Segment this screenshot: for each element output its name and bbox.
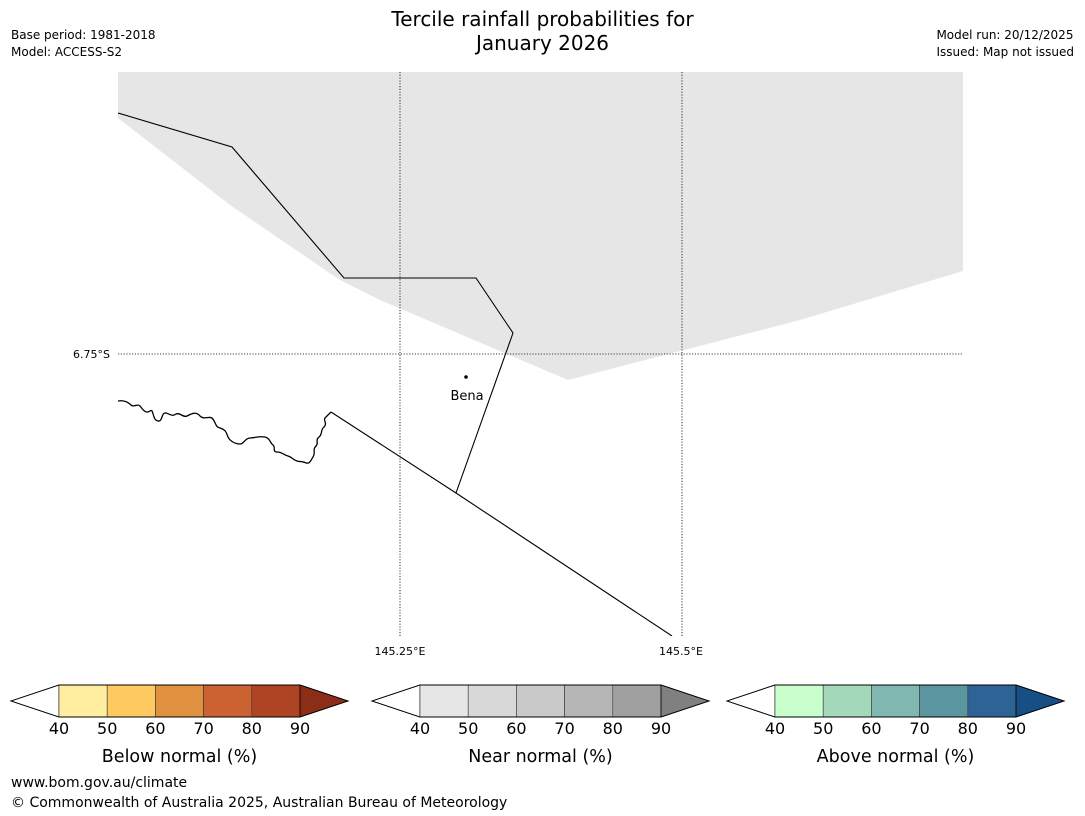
near-colorbar-max-extension xyxy=(660,684,711,718)
near-colorbar-label: Near normal (%) xyxy=(468,747,613,767)
header-left: Base period: 1981-2018 Model: ACCESS-S2 xyxy=(11,27,156,61)
title-line-1: Tercile rainfall probabilities for xyxy=(391,7,694,31)
above-colorbar-tick-label: 80 xyxy=(958,719,978,738)
above-colorbar-segment xyxy=(822,684,872,718)
near-colorbar-segment xyxy=(419,684,469,718)
river-line xyxy=(118,400,332,464)
model-run: Model run: 20/12/2025 xyxy=(936,28,1074,42)
below-colorbar-outline xyxy=(9,684,350,718)
below-colorbar-min-extension xyxy=(9,684,60,718)
near-colorbar-segment xyxy=(516,684,565,718)
below-colorbar-tick-label: 70 xyxy=(193,719,213,738)
region-boundary-north xyxy=(118,112,514,494)
near-colorbar-tick-label: 80 xyxy=(603,719,623,738)
below-colorbar-segment xyxy=(155,684,204,718)
above-colorbar-segment xyxy=(919,684,969,718)
probability-shading xyxy=(118,72,963,380)
footer-copyright: © Commonwealth of Australia 2025, Austra… xyxy=(11,795,508,811)
above-colorbar-tick-label: 70 xyxy=(909,719,929,738)
above-colorbar-min-extension xyxy=(725,684,776,718)
near-colorbar-tick-label: 50 xyxy=(458,719,478,738)
near-colorbar-tick-label: 60 xyxy=(506,719,526,738)
above-colorbar-label: Above normal (%) xyxy=(817,747,975,767)
below-colorbar-tick-label: 40 xyxy=(49,719,69,738)
below-colorbar-segment xyxy=(106,684,156,718)
below-colorbar-segment xyxy=(58,684,108,718)
near-colorbar-tick-label: 90 xyxy=(651,719,671,738)
above-colorbar-outline xyxy=(725,684,1066,718)
map-title: Tercile rainfall probabilities for Janua… xyxy=(0,7,1085,55)
town-marker xyxy=(464,375,468,379)
header-right: Model run: 20/12/2025 Issued: Map not is… xyxy=(936,27,1074,61)
above-colorbar-tick-label: 40 xyxy=(765,719,785,738)
below-colorbar-label: Below normal (%) xyxy=(102,747,257,767)
below-colorbar-max-extension xyxy=(299,684,350,718)
above-colorbar-tick-label: 90 xyxy=(1006,719,1026,738)
place-label: Bena xyxy=(450,389,483,404)
below-colorbar-tick-label: 90 xyxy=(290,719,310,738)
near-colorbar-outline xyxy=(370,684,711,718)
near-colorbar-tick-label: 70 xyxy=(554,719,574,738)
above-colorbar-tick-label: 50 xyxy=(813,719,833,738)
below-colorbar-segment xyxy=(203,684,253,718)
below-colorbar-tick-label: 60 xyxy=(145,719,165,738)
map-area xyxy=(118,72,963,636)
region-boundary-south xyxy=(330,411,673,636)
below-colorbar-segment xyxy=(251,684,301,718)
above-colorbar-segment xyxy=(774,684,824,718)
below-colorbar-tick-label: 50 xyxy=(97,719,117,738)
near-colorbar-segment xyxy=(564,684,614,718)
footer-website: www.bom.gov.au/climate xyxy=(11,775,188,791)
title-line-2: January 2026 xyxy=(475,31,610,55)
above-colorbar-max-extension xyxy=(1015,684,1066,718)
near-colorbar-min-extension xyxy=(370,684,421,718)
above-colorbar-segment xyxy=(967,684,1017,718)
below-colorbar-tick-label: 80 xyxy=(242,719,262,738)
above-colorbar-segment xyxy=(871,684,920,718)
model-name: Model: ACCESS-S2 xyxy=(11,45,123,59)
near-colorbar-tick-label: 40 xyxy=(410,719,430,738)
longitude-label-1: 145.25°E xyxy=(375,645,426,658)
near-colorbar-segment xyxy=(467,684,517,718)
colorbar-group: 40 50 60 70 80 90 Below normal (%) 40 50 60 70 80 90… xyxy=(9,684,1066,767)
near-colorbar-segment xyxy=(612,684,662,718)
base-period: Base period: 1981-2018 xyxy=(11,28,156,42)
longitude-label-2: 145.5°E xyxy=(659,645,703,658)
issued-status: Issued: Map not issued xyxy=(936,45,1074,59)
above-colorbar-tick-label: 60 xyxy=(861,719,881,738)
latitude-label: 6.75°S xyxy=(73,348,110,361)
